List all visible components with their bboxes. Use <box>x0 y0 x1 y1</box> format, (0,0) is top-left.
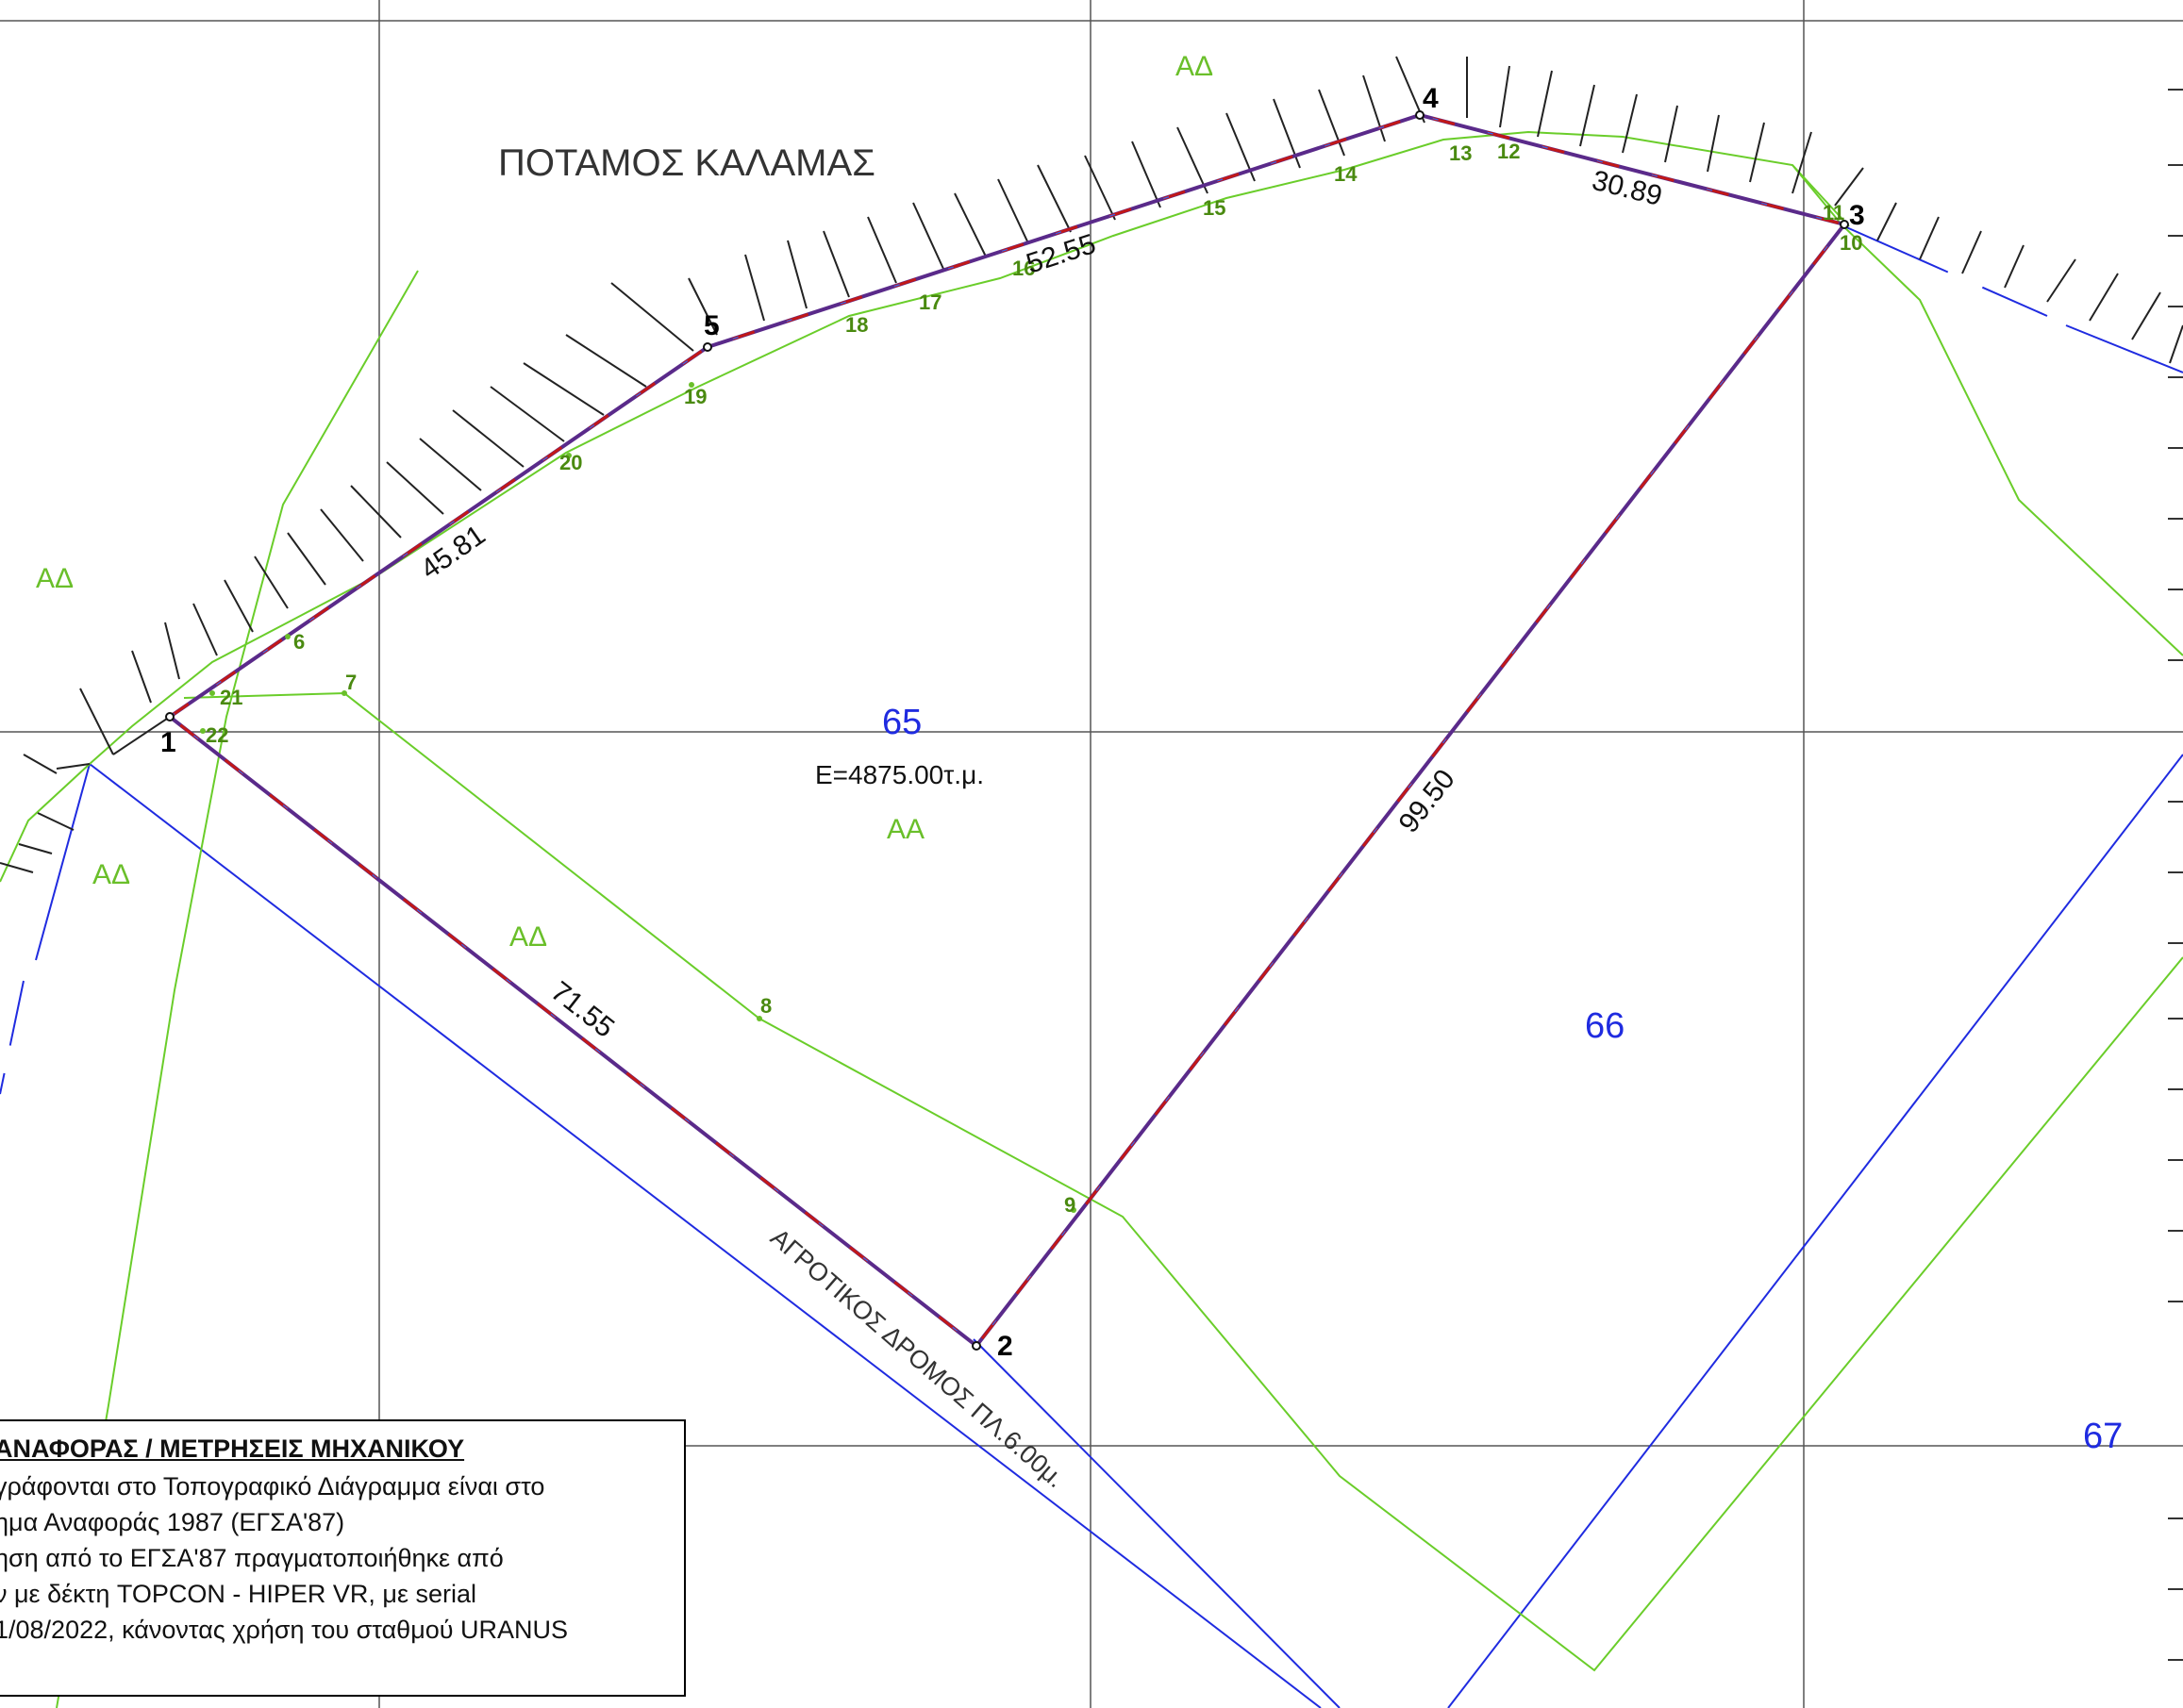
point-8: 8 <box>760 994 772 1018</box>
zone-label-ad-top: ΑΔ <box>1175 51 1213 82</box>
legend-line-1: γράφονται στο Τοπογραφικό Διάγραμμα είνα… <box>0 1472 545 1501</box>
legend-title: ΑΝΑΦΟΡΑΣ / ΜΕΤΡΗΣΕΙΣ ΜΗΧΑΝΙΚΟΥ <box>0 1434 465 1463</box>
point-11: 11 <box>1823 201 1844 224</box>
point-20: 20 <box>559 451 582 474</box>
point-6: 6 <box>293 630 305 654</box>
point-14: 14 <box>1334 162 1358 186</box>
zone-label-ad-middle: ΑΔ <box>509 921 547 953</box>
corner-point-5: 5 <box>704 310 720 341</box>
zone-label-ad-left: ΑΔ <box>36 563 74 594</box>
corner-point-2: 2 <box>997 1331 1013 1362</box>
legend-line-2: ημα Αναφοράς 1987 (ΕΓΣΑ'87) <box>0 1508 345 1536</box>
point-9: 9 <box>1064 1193 1075 1217</box>
river-bank-hatching <box>0 56 2183 873</box>
point-13: 13 <box>1449 141 1472 165</box>
area-label: Ε=4875.00τ.μ. <box>815 760 984 789</box>
point-21: 21 <box>220 686 242 709</box>
point-17: 17 <box>919 290 942 314</box>
corner-point-1: 1 <box>160 727 176 758</box>
point-15: 15 <box>1203 196 1225 220</box>
parcel-number-66: 66 <box>1585 1006 1625 1046</box>
zone-label-aa: ΑΑ <box>887 814 925 845</box>
point-22: 22 <box>206 723 228 747</box>
zone-label-ad-bottom-left: ΑΔ <box>92 859 130 890</box>
dimension-4-3: 30.89 <box>1589 165 1665 212</box>
blue-parcel-lines <box>0 225 2183 1708</box>
point-19: 19 <box>684 385 707 408</box>
dimension-5-4: 52.55 <box>1023 228 1100 280</box>
parcel-65-boundary <box>166 112 1848 1349</box>
legend-line-3: ηση από το ΕΓΣΑ'87 πραγματοποιήθηκε από <box>0 1544 504 1572</box>
road-label: ΑΓΡΟΤΙΚΟΣ ΔΡΟΜΟΣ ΠΛ.6.00μ. <box>765 1223 1070 1493</box>
dimension-1-2: 71.55 <box>545 976 620 1044</box>
parcel-number-67: 67 <box>2083 1417 2123 1456</box>
parcel-number-65: 65 <box>882 703 922 742</box>
point-16: 16 <box>1012 257 1035 280</box>
legend-line-5: 1/08/2022, κάνοντας χρήση του σταθμού UR… <box>0 1616 569 1644</box>
dimension-1-5: 45.81 <box>415 520 491 586</box>
legend-line-4: ν με δέκτη TOPCON - HIPER VR, με serial <box>0 1580 476 1608</box>
corner-point-4: 4 <box>1423 83 1439 114</box>
right-edge-ticks <box>2168 89 2183 1661</box>
corner-markers <box>165 110 1849 1351</box>
green-point-markers <box>200 382 1076 1213</box>
point-7: 7 <box>345 671 357 694</box>
point-12: 12 <box>1497 140 1520 163</box>
dimension-3-2: 99.50 <box>1393 764 1461 838</box>
point-10: 10 <box>1840 231 1862 255</box>
legend-box: ΑΝΑΦΟΡΑΣ / ΜΕΤΡΗΣΕΙΣ ΜΗΧΑΝΙΚΟΥ γράφονται… <box>0 1419 686 1697</box>
point-18: 18 <box>845 313 868 337</box>
corner-point-3: 3 <box>1849 200 1865 231</box>
river-label: ΠΟΤΑΜΟΣ ΚΑΛΑΜΑΣ <box>498 142 875 184</box>
